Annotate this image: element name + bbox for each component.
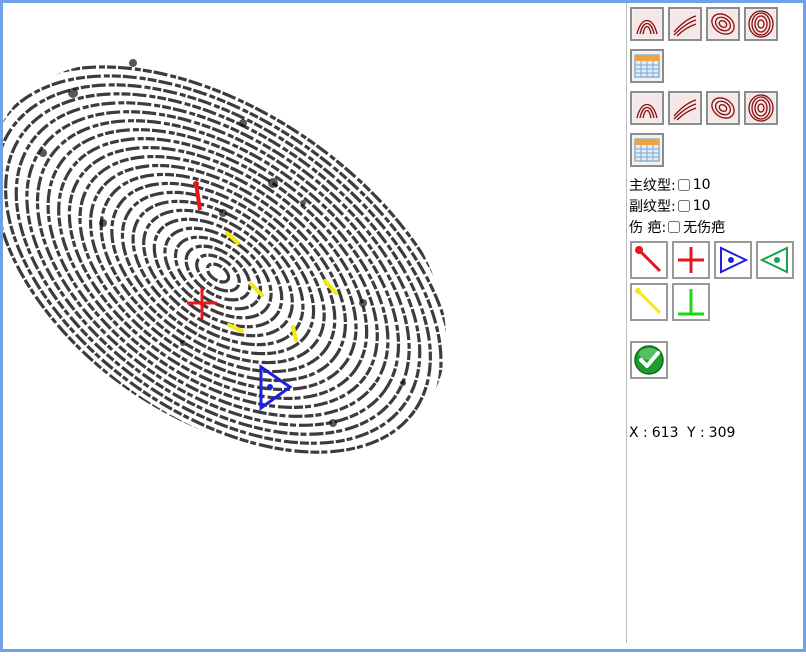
tented-arch-pattern-button-secondary[interactable] [668,91,702,125]
calendar-button-secondary[interactable] [630,133,664,167]
yellow-line-icon [635,288,662,315]
x-coord-value: 613 [651,425,679,441]
y-coord-value: 309 [708,425,736,441]
yellow-ridge-markers[interactable] [225,231,338,342]
core-cross-icon [678,247,704,273]
calendar-icon [634,54,660,78]
primary-pattern-value: 10 [692,177,711,193]
core-cross-marker[interactable] [187,288,217,319]
fingerprint-image[interactable] [3,3,625,643]
scar-checkbox[interactable] [668,221,681,233]
core-cross-button[interactable] [672,241,710,279]
confirm-button[interactable] [630,341,668,379]
loop-pattern-button-secondary[interactable] [706,91,740,125]
delta-left-icon [759,246,788,274]
pattern-type-row-secondary [630,91,778,125]
delta-left-button[interactable] [756,241,794,279]
arch-pattern-icon [633,94,661,122]
yellow-line-button[interactable] [630,283,668,321]
confirm-check-icon [634,345,664,375]
fingerprint-canvas[interactable] [3,3,625,643]
calendar-row-primary [630,49,664,83]
confirm-row [630,341,668,379]
tented-arch-pattern-icon [671,94,699,122]
tented-arch-pattern-icon [671,10,699,38]
whorl-pattern-icon [747,94,775,122]
minutia-ending-button[interactable] [630,241,668,279]
arch-pattern-icon [633,10,661,38]
secondary-pattern-checkbox[interactable] [677,200,690,212]
secondary-pattern-row: 副纹型: 10 [629,196,711,216]
tented-arch-pattern-button[interactable] [668,7,702,41]
pattern-type-row-primary [630,7,778,41]
marker-tool-row-2 [630,283,710,321]
secondary-pattern-label: 副纹型: [629,199,676,215]
bifurcation-button[interactable] [672,283,710,321]
scar-row: 伤 疤: 无伤疤 [629,217,725,237]
delta-right-icon [720,246,749,274]
scar-label: 伤 疤: [629,220,667,236]
scar-value: 无伤疤 [683,220,726,236]
primary-pattern-checkbox[interactable] [677,179,690,191]
whorl-pattern-icon [747,10,775,38]
loop-pattern-icon [709,10,737,38]
calendar-icon [634,138,660,162]
control-panel: 主纹型: 10 副纹型: 10 伤 疤: 无伤疤 [626,3,798,643]
delta-right-button[interactable] [714,241,752,279]
arch-pattern-button[interactable] [630,7,664,41]
secondary-pattern-value: 10 [692,198,711,214]
primary-pattern-row: 主纹型: 10 [629,175,711,195]
marker-tool-row-1 [630,241,794,279]
minutia-ending-icon [635,246,662,273]
calendar-row-secondary [630,133,664,167]
arch-pattern-button-secondary[interactable] [630,91,664,125]
loop-pattern-button[interactable] [706,7,740,41]
x-coord-label: X : [629,425,648,441]
primary-pattern-label: 主纹型: [629,178,676,194]
whorl-pattern-button[interactable] [744,7,778,41]
coordinate-readout: X :613 Y :309 [629,425,739,441]
y-coord-label: Y : [686,425,705,441]
delta-marker[interactable] [259,364,293,411]
bifurcation-icon [678,289,704,316]
loop-pattern-icon [709,94,737,122]
minutia-direction-marker[interactable] [194,182,202,211]
calendar-button-primary[interactable] [630,49,664,83]
whorl-pattern-button-secondary[interactable] [744,91,778,125]
